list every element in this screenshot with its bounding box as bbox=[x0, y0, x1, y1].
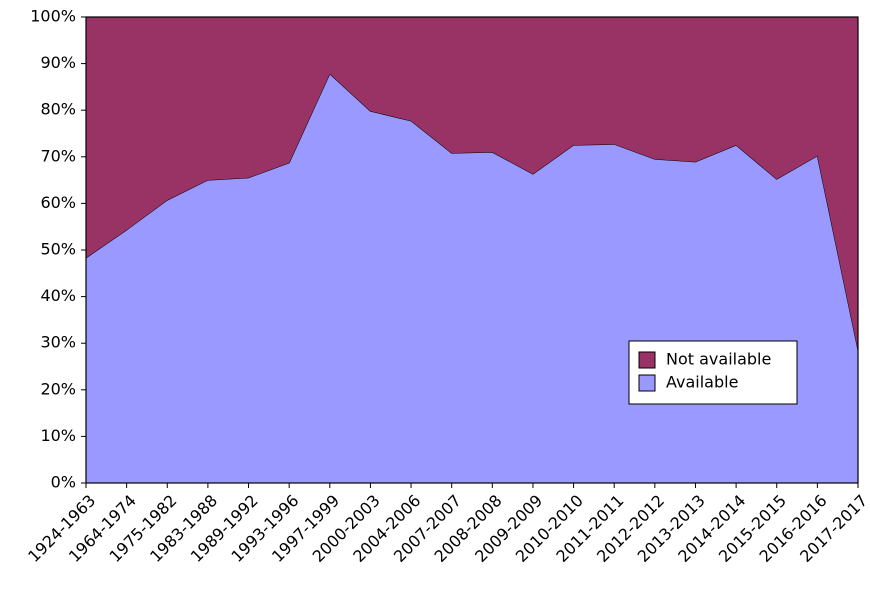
y-tick-label: 70% bbox=[40, 146, 76, 165]
y-tick-label: 30% bbox=[40, 333, 76, 352]
legend-swatch bbox=[638, 351, 656, 369]
y-tick-label: 50% bbox=[40, 240, 76, 259]
y-tick-label: 40% bbox=[40, 286, 76, 305]
y-tick-label: 0% bbox=[51, 473, 76, 492]
y-tick-label: 100% bbox=[30, 7, 76, 26]
y-tick-label: 10% bbox=[40, 426, 76, 445]
legend-label: Available bbox=[666, 373, 738, 392]
y-tick-label: 20% bbox=[40, 379, 76, 398]
y-tick-label: 80% bbox=[40, 100, 76, 119]
legend-swatch bbox=[638, 374, 656, 392]
y-tick-label: 90% bbox=[40, 53, 76, 72]
legend: Not available Available bbox=[628, 340, 798, 405]
y-tick-label: 60% bbox=[40, 193, 76, 212]
legend-label: Not available bbox=[666, 350, 771, 369]
area bbox=[86, 17, 858, 351]
legend-box bbox=[628, 340, 798, 405]
